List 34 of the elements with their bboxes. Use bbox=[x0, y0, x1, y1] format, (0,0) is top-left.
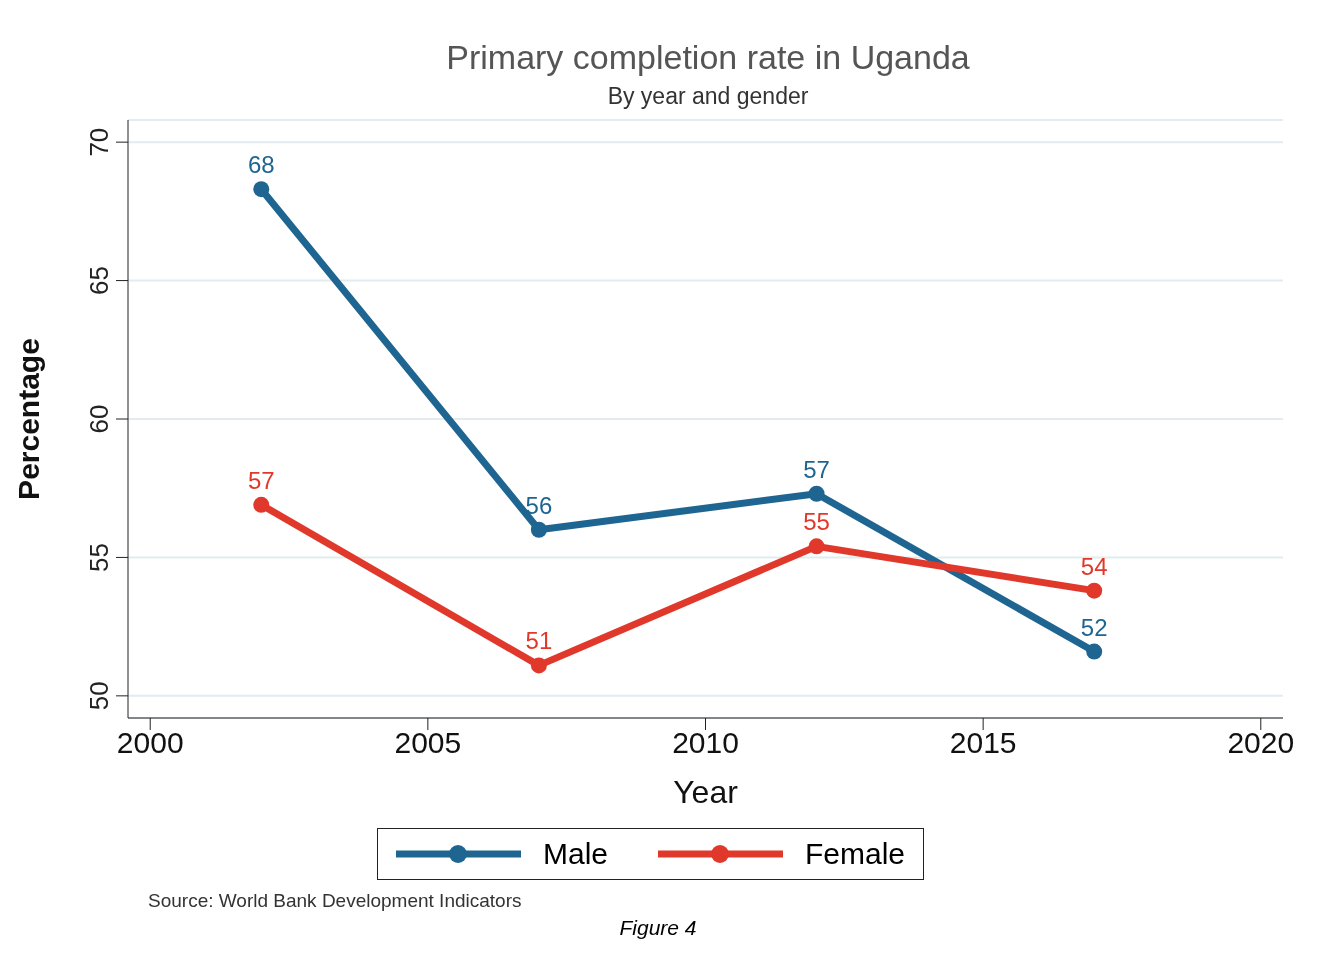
data-label: 54 bbox=[1080, 552, 1108, 580]
x-tick-label: 2015 bbox=[949, 726, 1017, 760]
point bbox=[530, 657, 547, 674]
source-note: Source: World Bank Development Indicators bbox=[147, 890, 523, 912]
x-tick-label: 2020 bbox=[1227, 726, 1295, 760]
point bbox=[1086, 643, 1103, 660]
data-label: 57 bbox=[247, 466, 275, 494]
y-tick-label: 50 bbox=[84, 681, 114, 711]
data-label: 52 bbox=[1080, 613, 1108, 641]
point bbox=[808, 538, 825, 555]
x-axis-title: Year bbox=[673, 774, 739, 810]
data-label: 68 bbox=[247, 151, 275, 179]
point bbox=[1086, 582, 1103, 599]
x-tick-label: 2000 bbox=[116, 726, 184, 760]
legend-label: Female bbox=[804, 837, 906, 871]
point bbox=[253, 181, 270, 198]
data-label: 57 bbox=[803, 455, 830, 483]
data-label: 55 bbox=[803, 508, 830, 536]
y-axis-title: Percentage bbox=[11, 338, 45, 500]
y-tick-label: 55 bbox=[84, 542, 114, 572]
x-tick-label: 2005 bbox=[394, 726, 462, 760]
point bbox=[530, 521, 547, 538]
data-label: 51 bbox=[525, 627, 553, 655]
chart-title: Primary completion rate in Uganda bbox=[445, 38, 971, 77]
legend-label: Male bbox=[542, 837, 608, 871]
point bbox=[253, 496, 270, 513]
point bbox=[808, 485, 825, 502]
caption: Figure 4 bbox=[618, 916, 698, 940]
chart-subtitle: By year and gender bbox=[606, 83, 810, 110]
y-tick-label: 65 bbox=[84, 266, 114, 296]
data-label: 56 bbox=[525, 491, 553, 519]
y-tick-label: 70 bbox=[84, 127, 114, 157]
x-tick-label: 2010 bbox=[672, 726, 739, 760]
y-tick-label: 60 bbox=[84, 404, 114, 434]
